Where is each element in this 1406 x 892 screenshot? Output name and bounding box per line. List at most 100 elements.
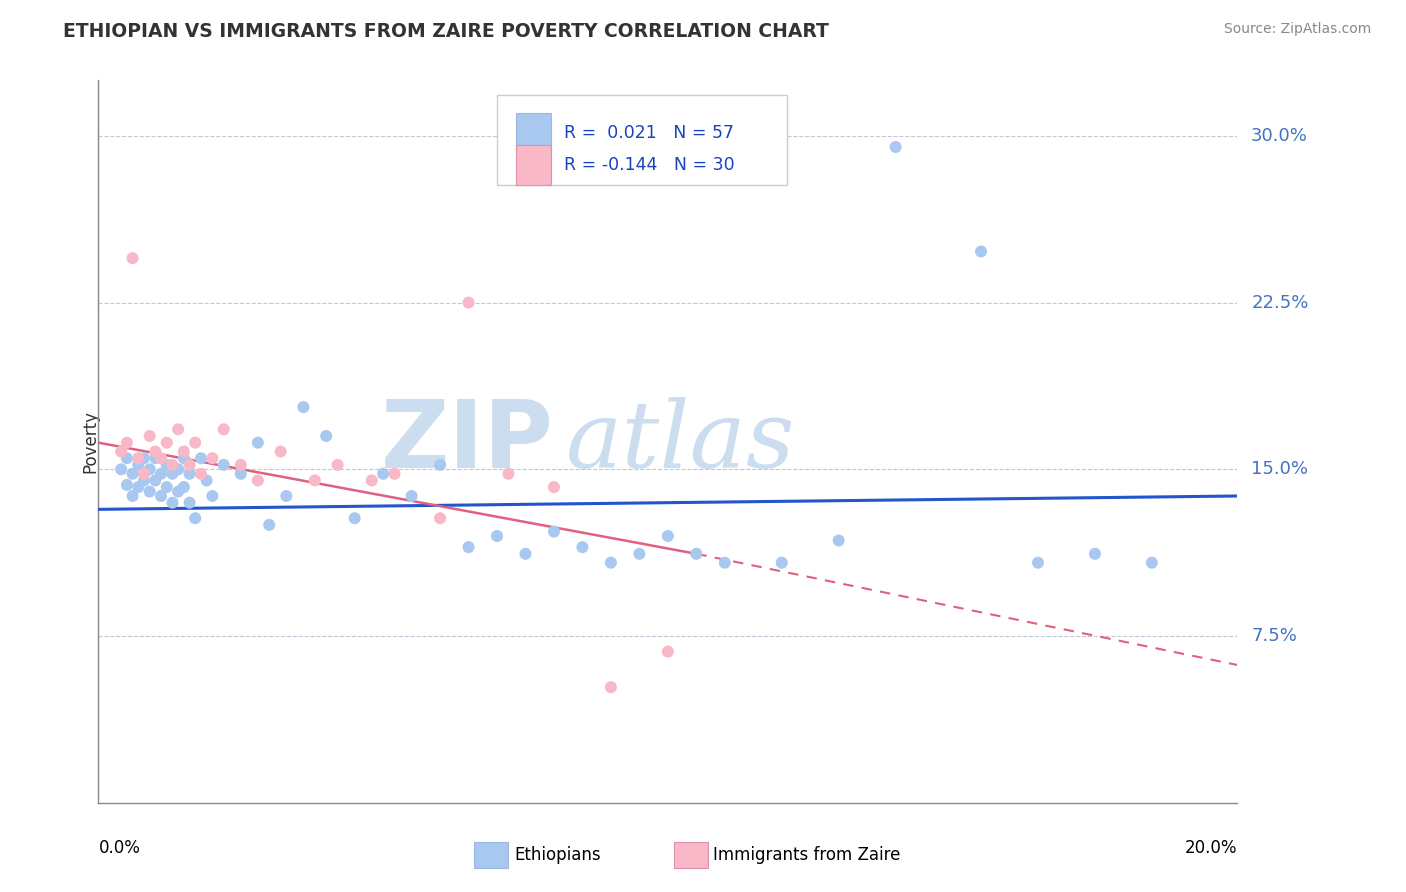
Point <box>132 467 155 481</box>
Point <box>132 451 155 466</box>
Point <box>384 467 406 481</box>
Point <box>657 645 679 659</box>
Text: Immigrants from Zaire: Immigrants from Zaire <box>713 846 901 863</box>
Point <box>292 400 315 414</box>
Point <box>315 429 337 443</box>
Point <box>600 556 623 570</box>
Point <box>429 511 451 525</box>
Point <box>167 484 190 499</box>
Text: ZIP: ZIP <box>381 395 554 488</box>
Point <box>1026 556 1049 570</box>
Text: ETHIOPIAN VS IMMIGRANTS FROM ZAIRE POVERTY CORRELATION CHART: ETHIOPIAN VS IMMIGRANTS FROM ZAIRE POVER… <box>63 22 830 41</box>
Point <box>173 451 195 466</box>
Point <box>229 458 252 472</box>
Point <box>201 451 224 466</box>
Point <box>115 478 138 492</box>
Point <box>457 295 479 310</box>
Point <box>127 480 149 494</box>
Text: 7.5%: 7.5% <box>1251 627 1298 645</box>
Point <box>1084 547 1107 561</box>
Point <box>127 458 149 472</box>
Point <box>132 474 155 488</box>
Point <box>543 480 565 494</box>
Point <box>127 451 149 466</box>
Point <box>401 489 423 503</box>
FancyBboxPatch shape <box>516 145 551 185</box>
Point <box>179 496 201 510</box>
Point <box>201 489 224 503</box>
FancyBboxPatch shape <box>516 113 551 153</box>
Point <box>246 435 269 450</box>
Point <box>429 458 451 472</box>
Point <box>156 480 179 494</box>
Point <box>685 547 707 561</box>
Point <box>150 489 173 503</box>
Point <box>343 511 366 525</box>
Text: R =  0.021   N = 57: R = 0.021 N = 57 <box>564 124 734 142</box>
Point <box>970 244 993 259</box>
Point <box>212 422 235 436</box>
Point <box>173 480 195 494</box>
Point <box>150 467 173 481</box>
Point <box>828 533 851 548</box>
Point <box>195 474 218 488</box>
Point <box>628 547 651 561</box>
Point <box>162 467 184 481</box>
Point <box>884 140 907 154</box>
Point <box>179 458 201 472</box>
Point <box>145 451 167 466</box>
Point <box>229 467 252 481</box>
Point <box>246 474 269 488</box>
Point <box>270 444 292 458</box>
Point <box>110 462 132 476</box>
Point <box>259 517 281 532</box>
Point <box>138 462 160 476</box>
Text: R = -0.144   N = 30: R = -0.144 N = 30 <box>564 156 735 174</box>
Point <box>498 467 520 481</box>
Point <box>184 435 207 450</box>
Point <box>515 547 537 561</box>
Point <box>179 467 201 481</box>
Point <box>121 489 143 503</box>
Text: 30.0%: 30.0% <box>1251 127 1308 145</box>
Point <box>110 444 132 458</box>
Point <box>190 467 212 481</box>
Point <box>115 451 138 466</box>
Text: Ethiopians: Ethiopians <box>515 846 600 863</box>
Point <box>326 458 349 472</box>
Point <box>212 458 235 472</box>
Point <box>156 435 179 450</box>
Point <box>167 462 190 476</box>
Y-axis label: Poverty: Poverty <box>82 410 98 473</box>
Point <box>121 251 143 265</box>
Point <box>156 458 179 472</box>
Point <box>457 540 479 554</box>
Point <box>657 529 679 543</box>
Point <box>304 474 326 488</box>
FancyBboxPatch shape <box>673 842 707 868</box>
Point <box>714 556 737 570</box>
Point <box>162 496 184 510</box>
Point <box>770 556 793 570</box>
Point <box>600 680 623 694</box>
Text: 22.5%: 22.5% <box>1251 293 1309 311</box>
Point <box>162 458 184 472</box>
Point <box>571 540 593 554</box>
Point <box>1140 556 1163 570</box>
Point <box>190 451 212 466</box>
Point <box>276 489 298 503</box>
Text: 20.0%: 20.0% <box>1185 838 1237 857</box>
Point <box>184 511 207 525</box>
Point <box>150 451 173 466</box>
Point <box>145 444 167 458</box>
Text: 0.0%: 0.0% <box>98 838 141 857</box>
Point <box>173 444 195 458</box>
Point <box>543 524 565 539</box>
Point <box>138 484 160 499</box>
FancyBboxPatch shape <box>474 842 509 868</box>
Point <box>167 422 190 436</box>
Point <box>486 529 509 543</box>
Point <box>115 435 138 450</box>
Point <box>138 429 160 443</box>
Text: 15.0%: 15.0% <box>1251 460 1308 478</box>
